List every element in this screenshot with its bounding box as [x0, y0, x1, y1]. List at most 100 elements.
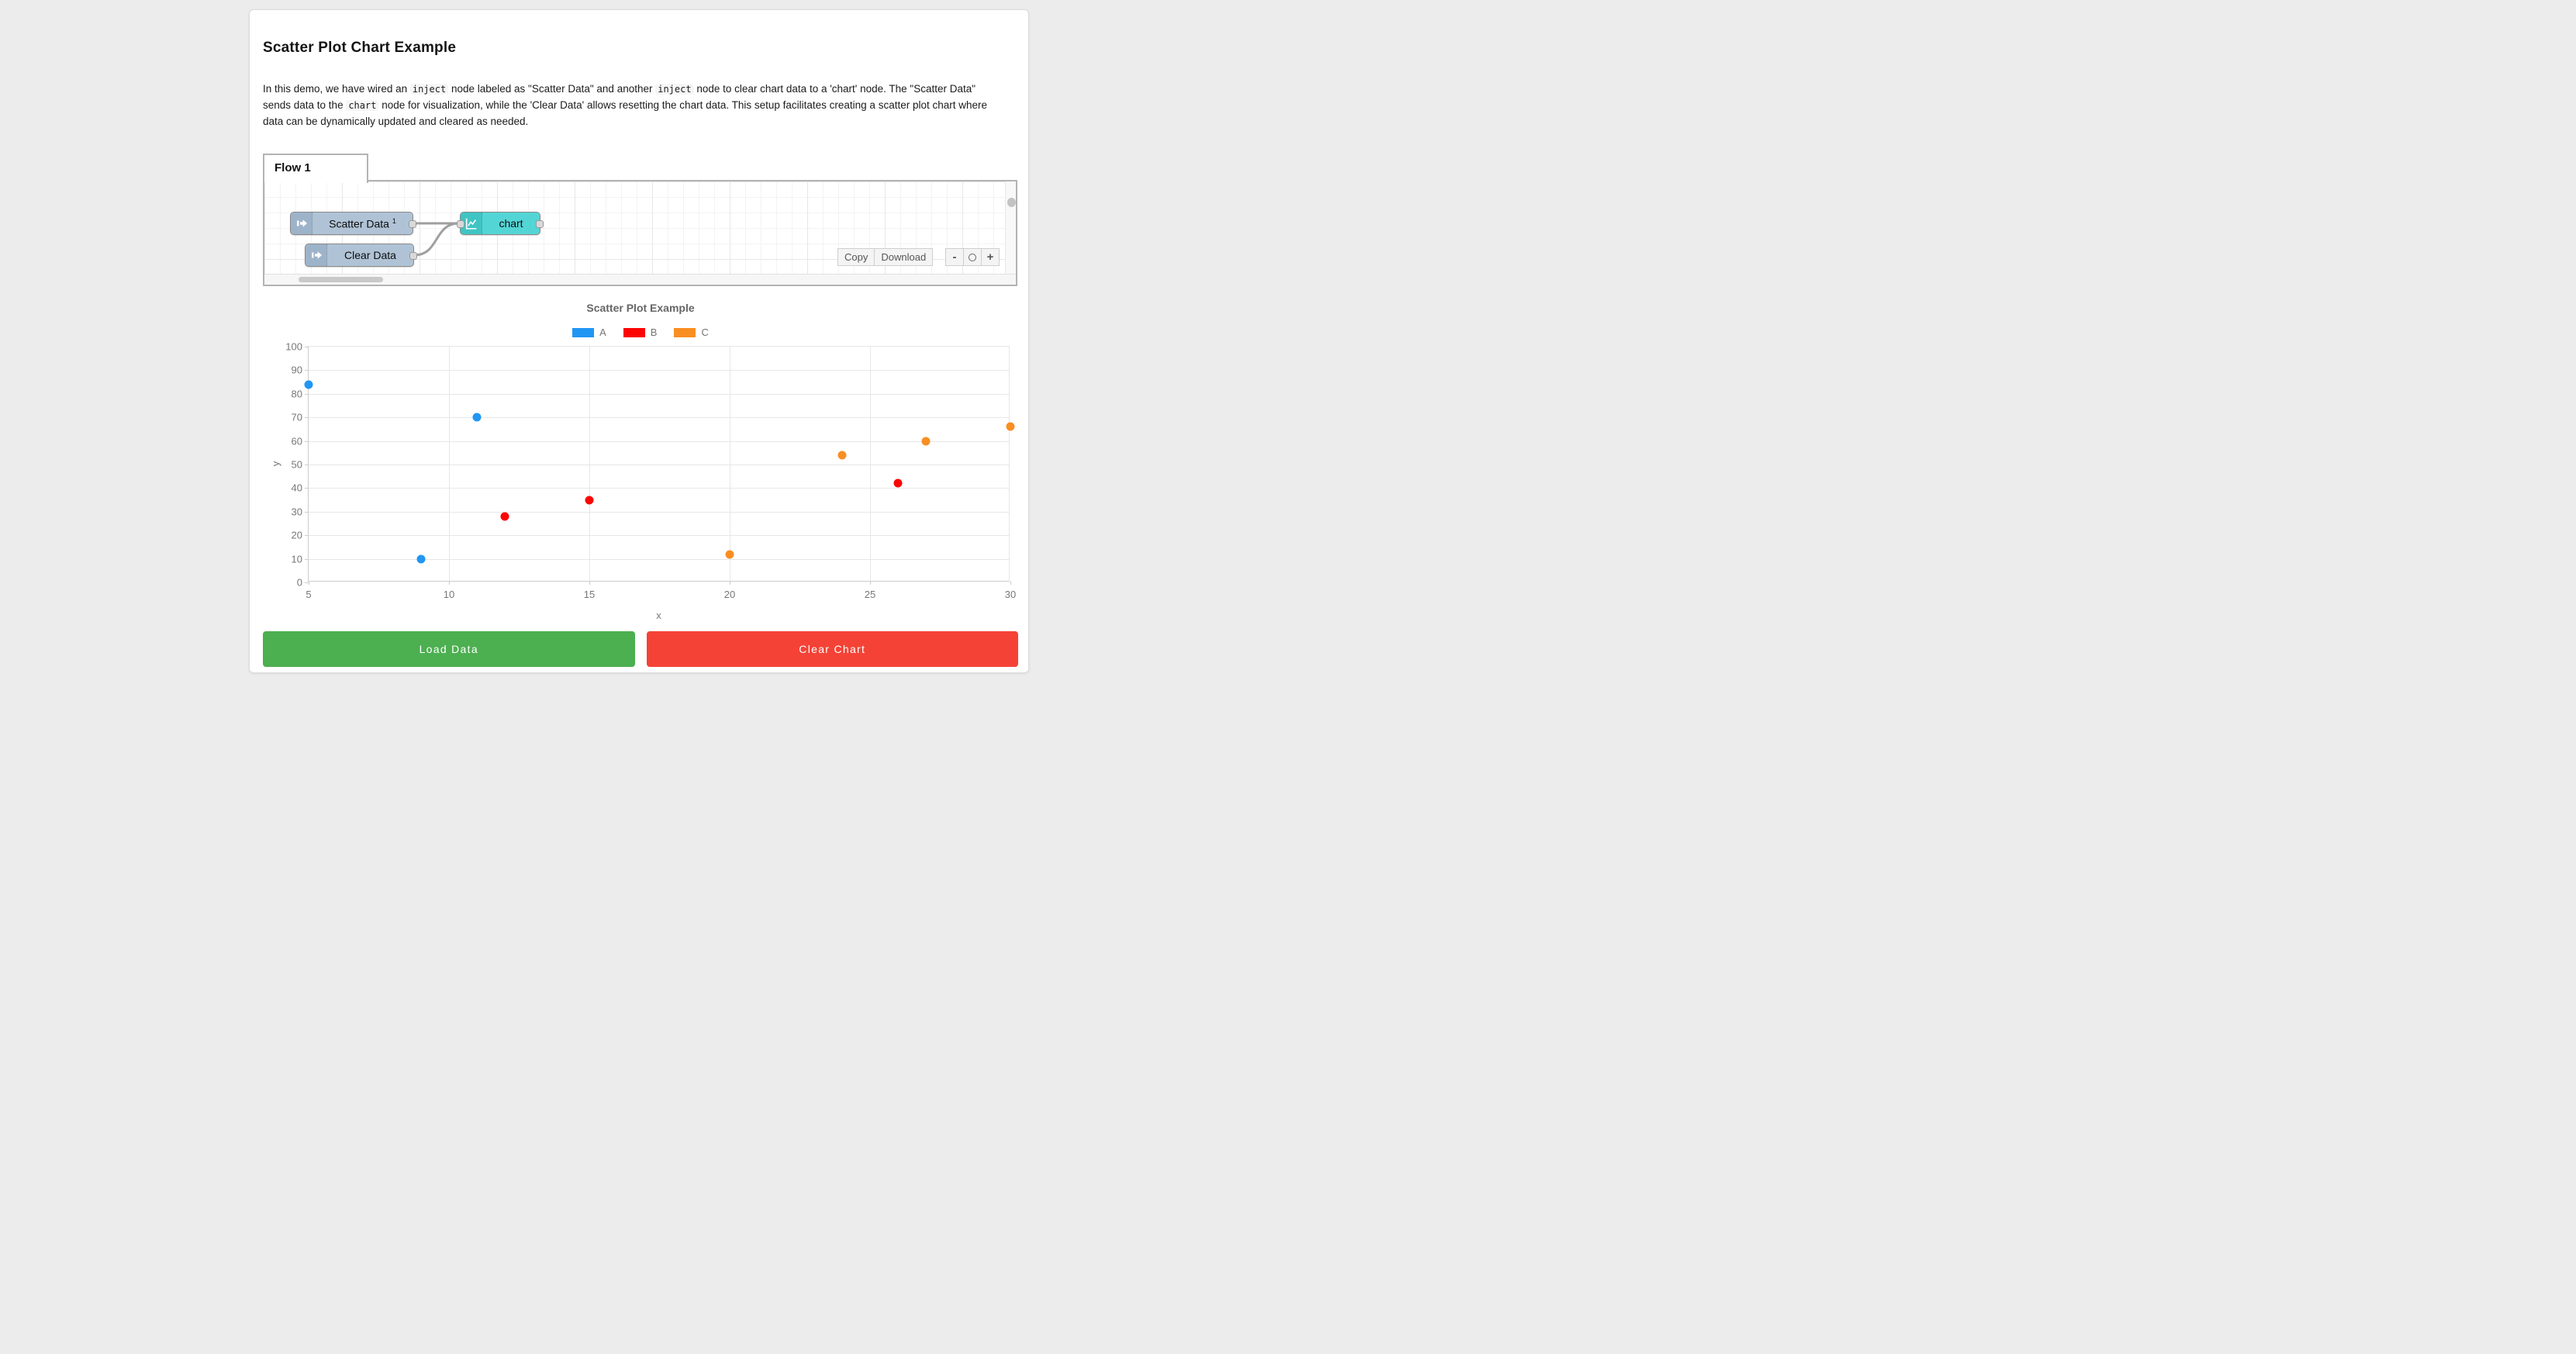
description-text: node labeled as "Scatter Data" and anoth… — [448, 83, 655, 95]
y-tick-label: 10 — [268, 553, 302, 565]
legend-swatch — [572, 328, 594, 337]
scatter-chart: Scatter Plot Example A B C y x 01020304050… — [263, 295, 1018, 631]
load-data-button[interactable]: Load Data — [263, 631, 635, 667]
inject-arrow-icon — [306, 244, 327, 266]
gridline — [449, 347, 450, 581]
y-tick-label: 30 — [268, 506, 302, 517]
y-tick-mark — [305, 512, 309, 513]
zoom-reset-button[interactable] — [963, 248, 982, 266]
x-tick-label: 25 — [865, 589, 875, 600]
gridline — [309, 488, 1009, 489]
dashboard-buttons: Load Data Clear Chart — [263, 631, 1018, 667]
flow-canvas[interactable]: Scatter Data 1 Clear Data — [263, 180, 1017, 286]
legend-item[interactable]: B — [623, 326, 658, 338]
output-port[interactable] — [409, 252, 417, 260]
flow-editor: Flow 1 Scatter Data 1 — [263, 154, 1017, 295]
x-tick-mark — [449, 581, 450, 585]
zoom-controls: - + — [946, 248, 1000, 266]
node-badge: 1 — [392, 217, 396, 225]
y-tick-mark — [305, 417, 309, 418]
inline-code: inject — [410, 84, 448, 95]
node-scatter-data[interactable]: Scatter Data 1 — [290, 212, 413, 235]
x-axis-title: x — [656, 610, 661, 621]
node-clear-data[interactable]: Clear Data — [305, 244, 414, 267]
y-tick-mark — [305, 441, 309, 442]
content-card: Scatter Plot Chart Example In this demo,… — [249, 9, 1029, 673]
legend-label: A — [599, 326, 606, 338]
legend-swatch — [623, 328, 645, 337]
clear-chart-button[interactable]: Clear Chart — [647, 631, 1019, 667]
flow-grid: Scatter Data 1 Clear Data — [264, 181, 1005, 274]
y-tick-mark — [305, 394, 309, 395]
flow-tab-label: Flow 1 — [275, 161, 311, 174]
scatter-point — [837, 451, 846, 459]
horizontal-scrollbar[interactable] — [264, 274, 1016, 285]
legend-item[interactable]: C — [674, 326, 708, 338]
node-label: chart — [482, 217, 540, 230]
x-tick-mark — [1010, 581, 1011, 585]
y-tick-label: 100 — [268, 341, 302, 353]
y-tick-mark — [305, 488, 309, 489]
scatter-point — [305, 380, 313, 389]
page-title: Scatter Plot Chart Example — [263, 40, 456, 57]
scatter-point — [416, 554, 425, 563]
x-tick-label: 15 — [584, 589, 595, 600]
gridline — [309, 559, 1009, 560]
y-tick-label: 60 — [268, 435, 302, 447]
y-tick-label: 0 — [268, 577, 302, 589]
x-tick-label: 30 — [1005, 589, 1016, 600]
y-tick-label: 40 — [268, 482, 302, 494]
description-text: In this demo, we have wired an — [263, 83, 410, 95]
output-port[interactable] — [536, 220, 544, 228]
y-tick-label: 50 — [268, 459, 302, 471]
output-port[interactable] — [409, 220, 416, 228]
legend-swatch — [674, 328, 696, 337]
node-chart[interactable]: chart — [460, 212, 540, 235]
description-paragraph: In this demo, we have wired an inject no… — [263, 81, 1006, 129]
circle-icon — [969, 254, 976, 261]
legend-label: B — [651, 326, 658, 338]
inline-code: inject — [655, 84, 693, 95]
y-tick-label: 80 — [268, 388, 302, 399]
y-tick-mark — [305, 559, 309, 560]
download-button[interactable]: Download — [874, 248, 933, 266]
gridline — [309, 394, 1009, 395]
scatter-point — [1007, 423, 1015, 431]
node-label: Scatter Data 1 — [313, 217, 413, 230]
legend-label: C — [701, 326, 708, 338]
x-tick-label: 5 — [306, 589, 311, 600]
y-tick-label: 70 — [268, 412, 302, 423]
vertical-scrollbar[interactable] — [1005, 181, 1016, 274]
y-tick-label: 90 — [268, 364, 302, 376]
horizontal-scrollbar-thumb[interactable] — [299, 277, 383, 282]
chart-title: Scatter Plot Example — [263, 302, 1018, 314]
input-port[interactable] — [457, 220, 464, 228]
zoom-out-button[interactable]: - — [945, 248, 964, 266]
scatter-point — [922, 437, 931, 445]
gridline — [309, 441, 1009, 442]
y-tick-label: 20 — [268, 530, 302, 541]
chart-legend: A B C — [263, 326, 1018, 338]
gridline — [309, 417, 1009, 418]
legend-item[interactable]: A — [572, 326, 606, 338]
x-tick-mark — [870, 581, 871, 585]
zoom-in-button[interactable]: + — [981, 248, 1000, 266]
x-tick-mark — [589, 581, 590, 585]
scatter-point — [726, 550, 734, 558]
gridline — [309, 370, 1009, 371]
inline-code: chart — [346, 100, 378, 111]
inject-arrow-icon — [291, 212, 313, 234]
flow-tab[interactable]: Flow 1 — [263, 154, 368, 183]
gridline — [309, 535, 1009, 536]
gridline — [589, 347, 590, 581]
node-label: Clear Data — [327, 249, 413, 261]
x-tick-label: 10 — [444, 589, 454, 600]
gridline — [309, 512, 1009, 513]
y-tick-mark — [305, 370, 309, 371]
copy-button[interactable]: Copy — [837, 248, 875, 266]
scatter-point — [585, 496, 594, 504]
vertical-scrollbar-thumb[interactable] — [1007, 198, 1016, 207]
chart-plot-area: y x 010203040506070809010051015202530 — [308, 346, 1010, 582]
scatter-point — [894, 479, 903, 488]
y-tick-mark — [305, 535, 309, 536]
